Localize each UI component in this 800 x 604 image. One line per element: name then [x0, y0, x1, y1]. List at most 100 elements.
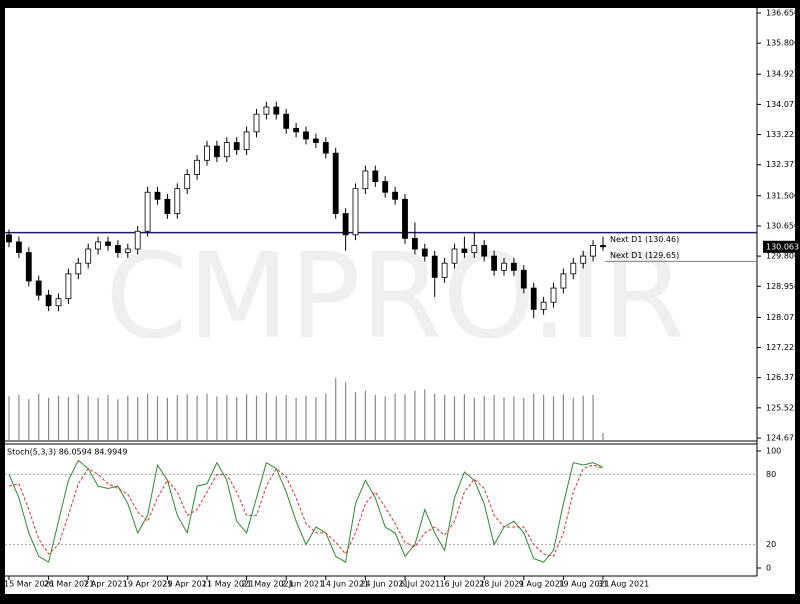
- x-tick-label: 15 Mar 2021: [4, 580, 55, 589]
- level-label: Next D1 (129.65): [610, 251, 679, 260]
- y-tick-label: 125.525: [766, 403, 799, 412]
- candle-body: [580, 255, 587, 264]
- candle-body: [362, 170, 369, 190]
- candle-body: [540, 301, 547, 310]
- candle-body: [402, 198, 408, 239]
- candle-body: [105, 241, 111, 246]
- x-tick-label: 11 May 2021: [202, 580, 254, 589]
- x-tick-label: 14 Jun 2021: [321, 580, 369, 589]
- x-tick-label: 9 Aug 2021: [519, 580, 565, 589]
- candle-body: [263, 106, 270, 115]
- candle-body: [95, 241, 101, 250]
- candle-body: [253, 113, 260, 133]
- candle-body: [431, 255, 438, 278]
- x-tick-label: 24 Jun 2021: [360, 580, 408, 589]
- y-tick-label: 132.375: [766, 160, 799, 169]
- x-tick-label: 26 Mar 2021: [44, 580, 95, 589]
- candle-body: [144, 191, 151, 232]
- candle-body: [471, 245, 478, 253]
- watermark: CMPRO.IR: [105, 227, 685, 365]
- candle-body: [213, 145, 220, 158]
- x-tick-label: 21 May 2021: [242, 580, 294, 589]
- price-box: [763, 240, 796, 253]
- stoch-tick-label: 20: [766, 540, 776, 549]
- candle-body: [570, 262, 577, 275]
- candle-body: [75, 262, 82, 275]
- candle-body: [352, 188, 359, 236]
- candle-body: [164, 198, 171, 214]
- candle-body: [550, 287, 557, 303]
- candle-body: [45, 294, 52, 307]
- candle-body: [501, 262, 507, 271]
- candle-body: [461, 248, 468, 253]
- candle-body: [85, 248, 92, 264]
- candle-body: [233, 142, 240, 151]
- candle-body: [204, 145, 210, 161]
- y-tick-label: 124.675: [766, 434, 799, 443]
- stoch-tick-label: 80: [766, 470, 776, 479]
- y-tick-label: 135.800: [766, 39, 799, 48]
- stoch-tick-label: 100: [766, 447, 781, 456]
- candle-body: [154, 191, 161, 200]
- candle-body: [392, 191, 399, 200]
- price-label: 130.063: [766, 242, 799, 251]
- candle-body: [560, 273, 567, 289]
- candle-body: [411, 237, 418, 250]
- candle-body: [510, 262, 517, 271]
- candle-body: [451, 248, 458, 264]
- candle-body: [194, 159, 201, 175]
- candle-body: [590, 245, 596, 257]
- candle-body: [115, 245, 121, 253]
- candle-body: [322, 142, 329, 154]
- y-tick-label: 129.800: [766, 252, 799, 261]
- candle-body: [35, 280, 42, 296]
- level-label: Next D1 (130.46): [610, 235, 679, 244]
- stoch-line: [8, 464, 604, 557]
- candle-body: [312, 138, 319, 143]
- candle-body: [441, 262, 448, 278]
- background: [5, 8, 795, 594]
- candle-body: [342, 213, 349, 236]
- candle-body: [134, 230, 141, 250]
- x-tick-label: 29 Apr 2021: [162, 580, 211, 589]
- candle-body: [303, 131, 309, 140]
- candle-body: [223, 142, 230, 158]
- y-tick-label: 133.225: [766, 130, 799, 139]
- x-tick-label: 16 Jul 2021: [440, 580, 485, 589]
- y-tick-label: 131.500: [766, 191, 799, 200]
- y-tick-label: 126.375: [766, 373, 799, 382]
- candle-body: [243, 131, 250, 151]
- candle-body: [372, 170, 379, 182]
- y-tick-label: 127.225: [766, 343, 799, 352]
- candle-body: [124, 248, 131, 253]
- y-tick-label: 128.950: [766, 282, 799, 291]
- candle-body: [382, 181, 389, 193]
- candle-body: [491, 255, 498, 271]
- candle-body: [481, 245, 488, 257]
- candle-body: [15, 241, 22, 253]
- y-tick-label: 136.650: [766, 9, 799, 18]
- stoch-tick-label: 0: [766, 564, 771, 573]
- candle-body: [530, 287, 537, 310]
- y-tick-label: 130.650: [766, 221, 799, 230]
- candle-body: [55, 298, 62, 307]
- y-tick-label: 134.925: [766, 70, 799, 79]
- candle-body: [600, 245, 606, 248]
- candle-body: [184, 174, 191, 190]
- x-tick-label: 19 Aug 2021: [558, 580, 609, 589]
- candle-body: [174, 188, 181, 214]
- y-tick-label: 128.075: [766, 313, 799, 322]
- candle-body: [520, 269, 527, 289]
- x-tick-label: 2 Jun 2021: [281, 580, 324, 589]
- candle-body: [6, 234, 12, 243]
- x-tick-label: 31 Aug 2021: [598, 580, 649, 589]
- candle-body: [293, 127, 300, 133]
- candle-body: [25, 252, 32, 282]
- x-tick-label: 7 Apr 2021: [83, 580, 127, 589]
- candle-body: [283, 113, 290, 129]
- x-tick-label: 6 Jul 2021: [400, 580, 440, 589]
- indicator-title: Stoch(5,3,3) 86.0594 84.9949: [7, 448, 127, 457]
- candle-body: [421, 248, 428, 257]
- y-tick-label: 134.075: [766, 100, 799, 109]
